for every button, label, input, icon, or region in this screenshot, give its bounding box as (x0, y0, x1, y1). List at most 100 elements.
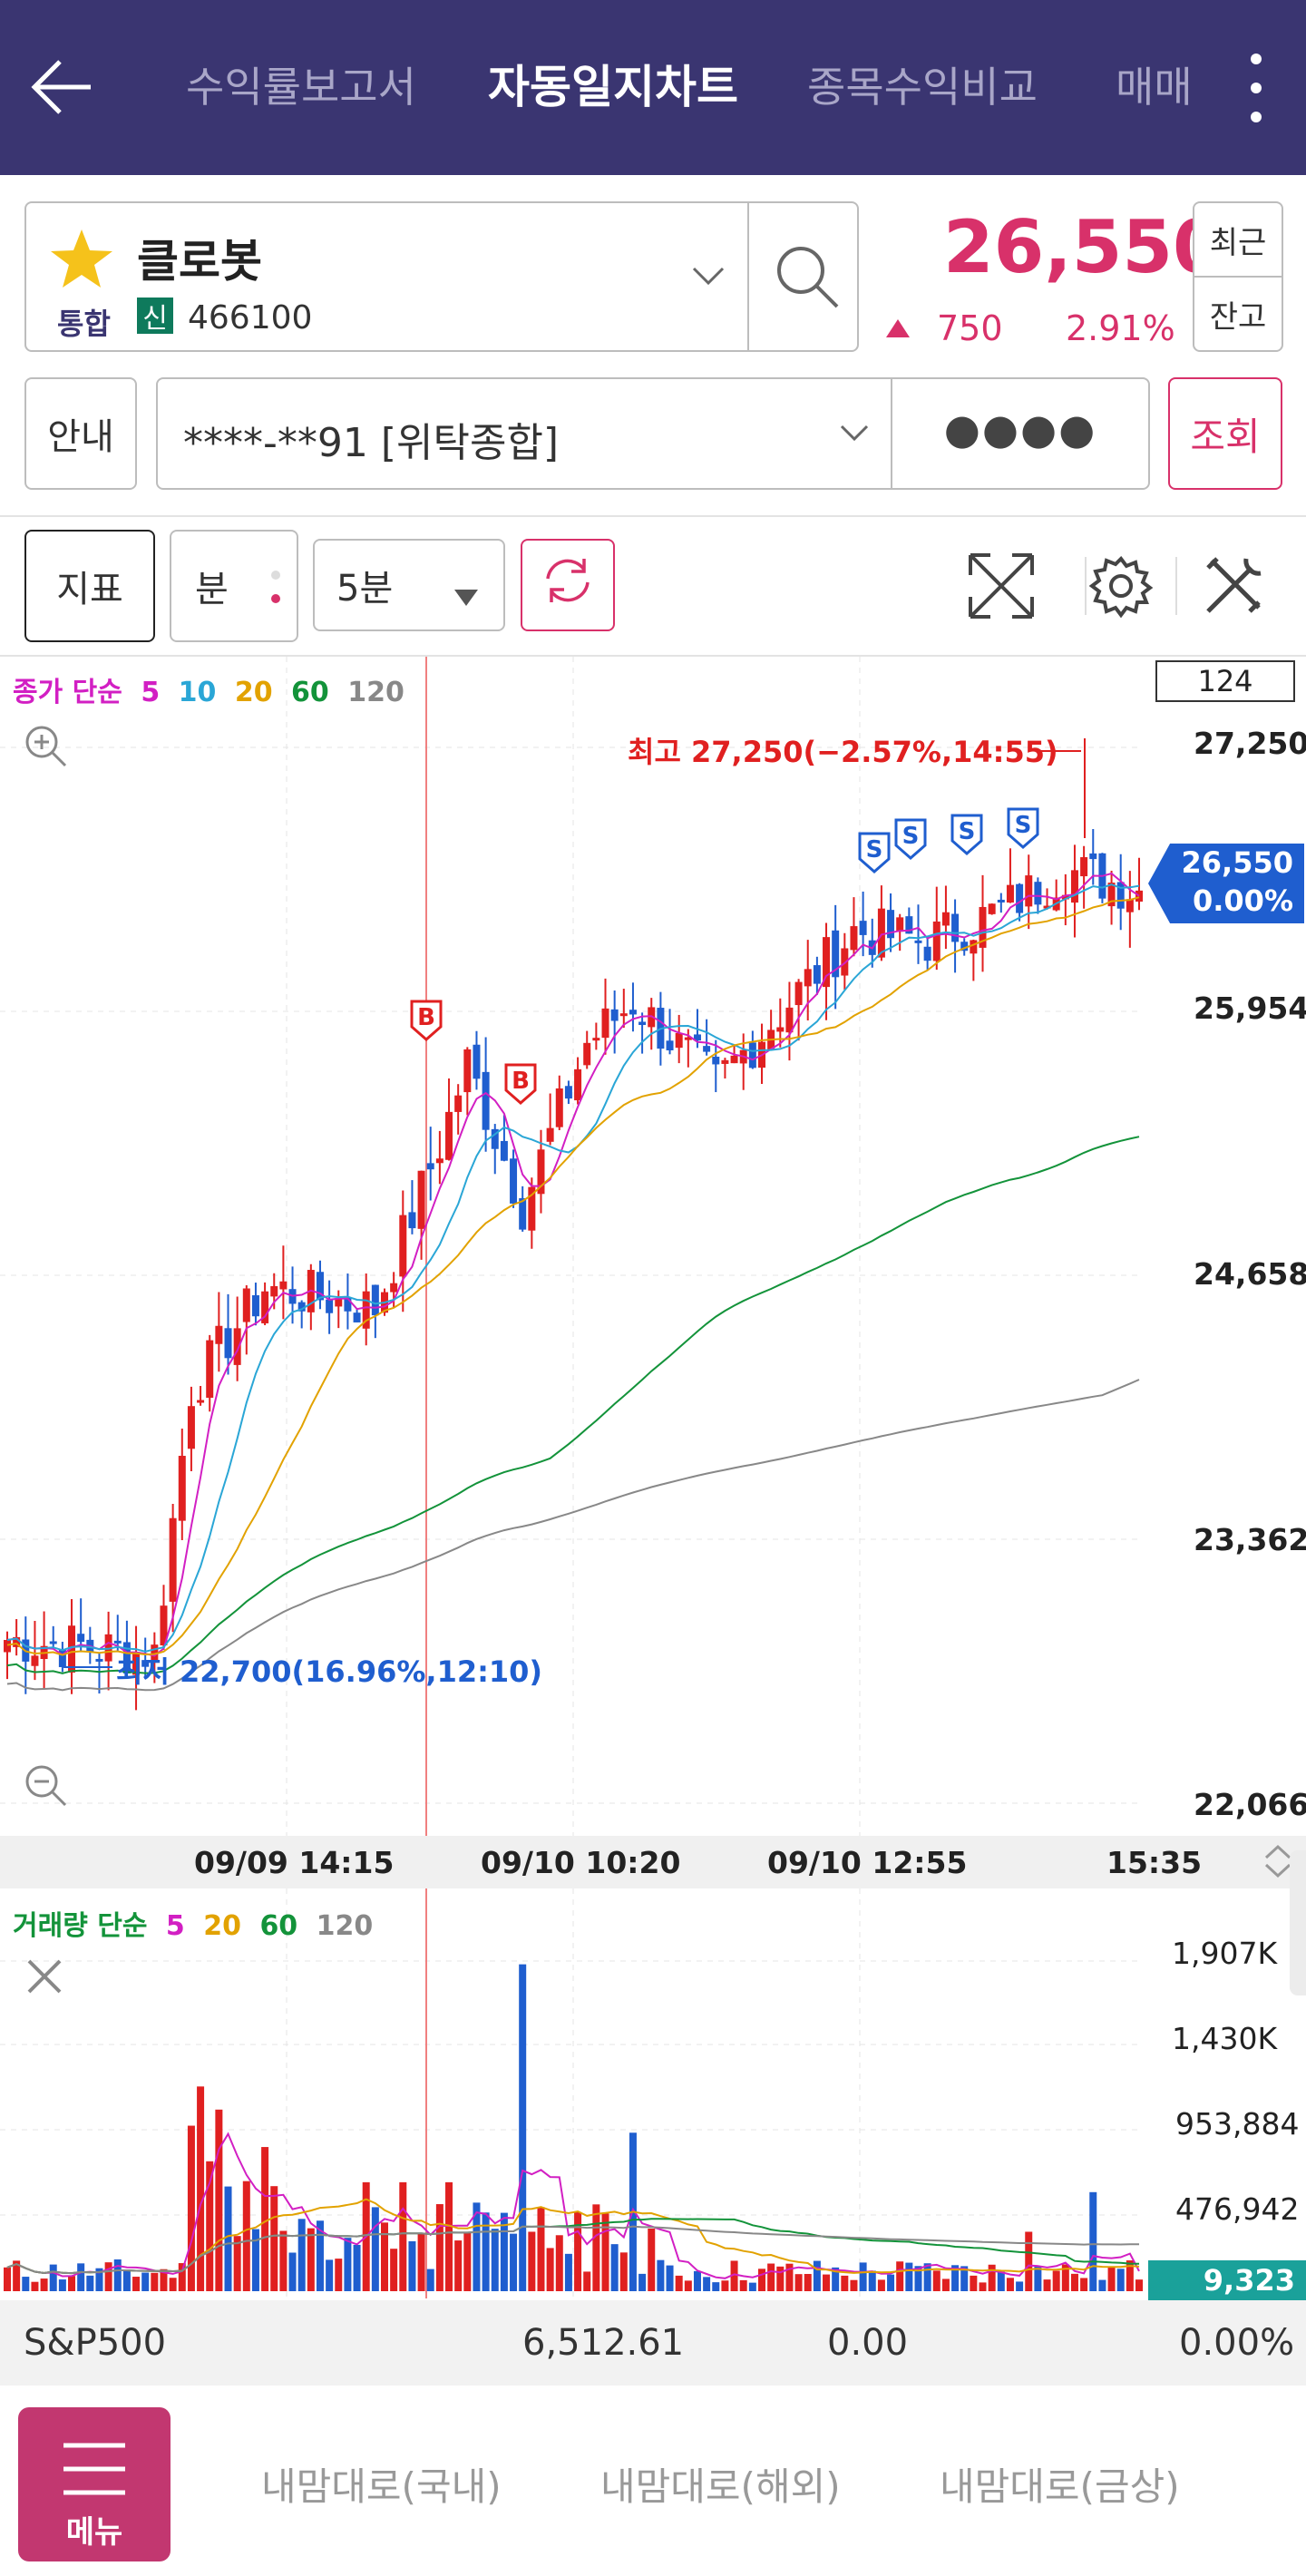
candle (178, 1456, 186, 1521)
volume-bar (445, 2181, 453, 2291)
volume-bar (832, 2267, 840, 2291)
volume-bar (95, 2268, 103, 2291)
chevron-down-icon[interactable] (688, 256, 728, 296)
candle (491, 1128, 499, 1149)
candle (224, 1328, 232, 1359)
candle (979, 906, 987, 948)
account-selector[interactable]: ****-**91 [위탁종합] ●●●● (156, 377, 1150, 490)
bottom-nav-item[interactable]: 내맘대로(해외) (600, 2464, 841, 2509)
candle (813, 965, 821, 984)
volume-y-tick: 1,430K (1172, 2021, 1278, 2056)
volume-chart[interactable] (0, 1888, 1306, 2298)
back-arrow-icon[interactable] (27, 53, 96, 122)
volume-bar (197, 2086, 205, 2291)
volume-bar (684, 2280, 692, 2291)
candle (160, 1605, 168, 1646)
candle (914, 940, 922, 943)
zoom-in-icon[interactable] (18, 718, 73, 773)
volume-bar (546, 2248, 554, 2291)
candle (169, 1517, 177, 1602)
sell-marker-label: S (959, 818, 976, 845)
y-tick: 24,658 (1194, 1256, 1306, 1292)
volume-bar (326, 2259, 334, 2291)
interval-select[interactable]: 5분 (313, 539, 505, 631)
volume-bar (1126, 2260, 1134, 2291)
tab-auto-journal-chart[interactable]: 자동일지차트 (488, 61, 738, 113)
volume-bar (1107, 2267, 1116, 2291)
recent-button[interactable]: 최근 (1193, 201, 1283, 278)
resize-handle-icon[interactable] (1262, 1841, 1293, 1881)
volume-bar (1043, 2279, 1051, 2291)
volume-bar (353, 2244, 361, 2291)
volume-bar (610, 2244, 619, 2291)
minute-label: 분 (195, 569, 229, 610)
volume-bar (1034, 2266, 1042, 2291)
volume-bar (1116, 2269, 1125, 2291)
refresh-button[interactable] (521, 539, 615, 631)
bottom-nav-item[interactable]: 내맘대로(국내) (261, 2464, 502, 2509)
search-icon[interactable] (770, 239, 843, 312)
credit-badge: 신 (137, 298, 173, 335)
volume-bar (657, 2259, 665, 2291)
fullscreen-icon[interactable] (965, 550, 1038, 622)
volume-bar (970, 2275, 978, 2291)
index-name: S&P500 (24, 2322, 167, 2364)
volume-bar (510, 2233, 518, 2291)
candle (850, 926, 858, 951)
candle (785, 1007, 794, 1033)
candle (68, 1625, 76, 1673)
legend-ma20: 20 (234, 677, 273, 708)
legend-prefix: 종가 단순 (13, 677, 122, 708)
y-tick: 27,250 (1194, 726, 1306, 761)
x-tick: 09/10 10:20 (481, 1845, 681, 1880)
gear-icon[interactable] (1085, 550, 1157, 622)
divider (1085, 557, 1087, 615)
y-axis-area (1145, 657, 1306, 1836)
volume-bar (979, 2282, 987, 2291)
candle-count[interactable]: 124 (1155, 660, 1295, 702)
volume-bar (1052, 2270, 1060, 2291)
legend-ma120: 120 (347, 677, 404, 708)
volume-bar (712, 2282, 720, 2291)
stock-selector[interactable]: 클로봇 통합 신 466100 (24, 201, 859, 352)
minute-button[interactable]: 분 (170, 530, 298, 642)
zoom-out-icon[interactable] (18, 1758, 73, 1812)
current-price-tag-rate: 0.00% (1192, 883, 1293, 918)
candle (601, 1008, 609, 1039)
scroll-handle[interactable] (1290, 1850, 1306, 1995)
candle (1061, 894, 1069, 900)
tab-stock-profit-compare[interactable]: 종목수익비교 (807, 63, 1038, 112)
volume-bar (776, 2266, 785, 2291)
volume-bar (40, 2278, 48, 2291)
buy-marker (504, 1063, 537, 1105)
tools-icon[interactable] (1197, 550, 1270, 622)
volume-bar (1089, 2191, 1097, 2291)
top-nav-bar: 수익률보고서 자동일지차트 종목수익비교 매매 (0, 0, 1306, 175)
tab-profit-report[interactable]: 수익률보고서 (186, 63, 416, 112)
candle (399, 1215, 407, 1277)
password-field[interactable]: ●●●● (943, 405, 1097, 454)
candle (141, 1660, 150, 1667)
balance-button[interactable]: 잔고 (1193, 276, 1283, 352)
volume-bar (454, 2240, 463, 2291)
caret-down-icon (453, 575, 480, 617)
price-change: 750 (937, 308, 1003, 348)
menu-button[interactable]: 메뉴 (18, 2407, 171, 2561)
more-menu-icon[interactable] (1243, 50, 1270, 126)
candle (564, 1086, 572, 1099)
candle (95, 1658, 103, 1662)
tab-trade[interactable]: 매매 (1116, 63, 1193, 112)
candle (610, 1009, 619, 1021)
info-button[interactable]: 안내 (24, 377, 137, 490)
chevron-down-icon[interactable] (836, 415, 872, 452)
volume-bar (574, 2211, 582, 2291)
bottom-nav-item[interactable]: 내맘대로(금상) (940, 2464, 1180, 2509)
query-button[interactable]: 조회 (1168, 377, 1282, 490)
candle (344, 1297, 352, 1312)
candle (905, 916, 913, 934)
close-icon[interactable] (16, 1948, 73, 2005)
legend-ma10: 10 (178, 677, 217, 708)
favorite-star-icon[interactable] (48, 227, 115, 290)
volume-bar (279, 2230, 288, 2291)
indicator-button[interactable]: 지표 (24, 530, 155, 642)
